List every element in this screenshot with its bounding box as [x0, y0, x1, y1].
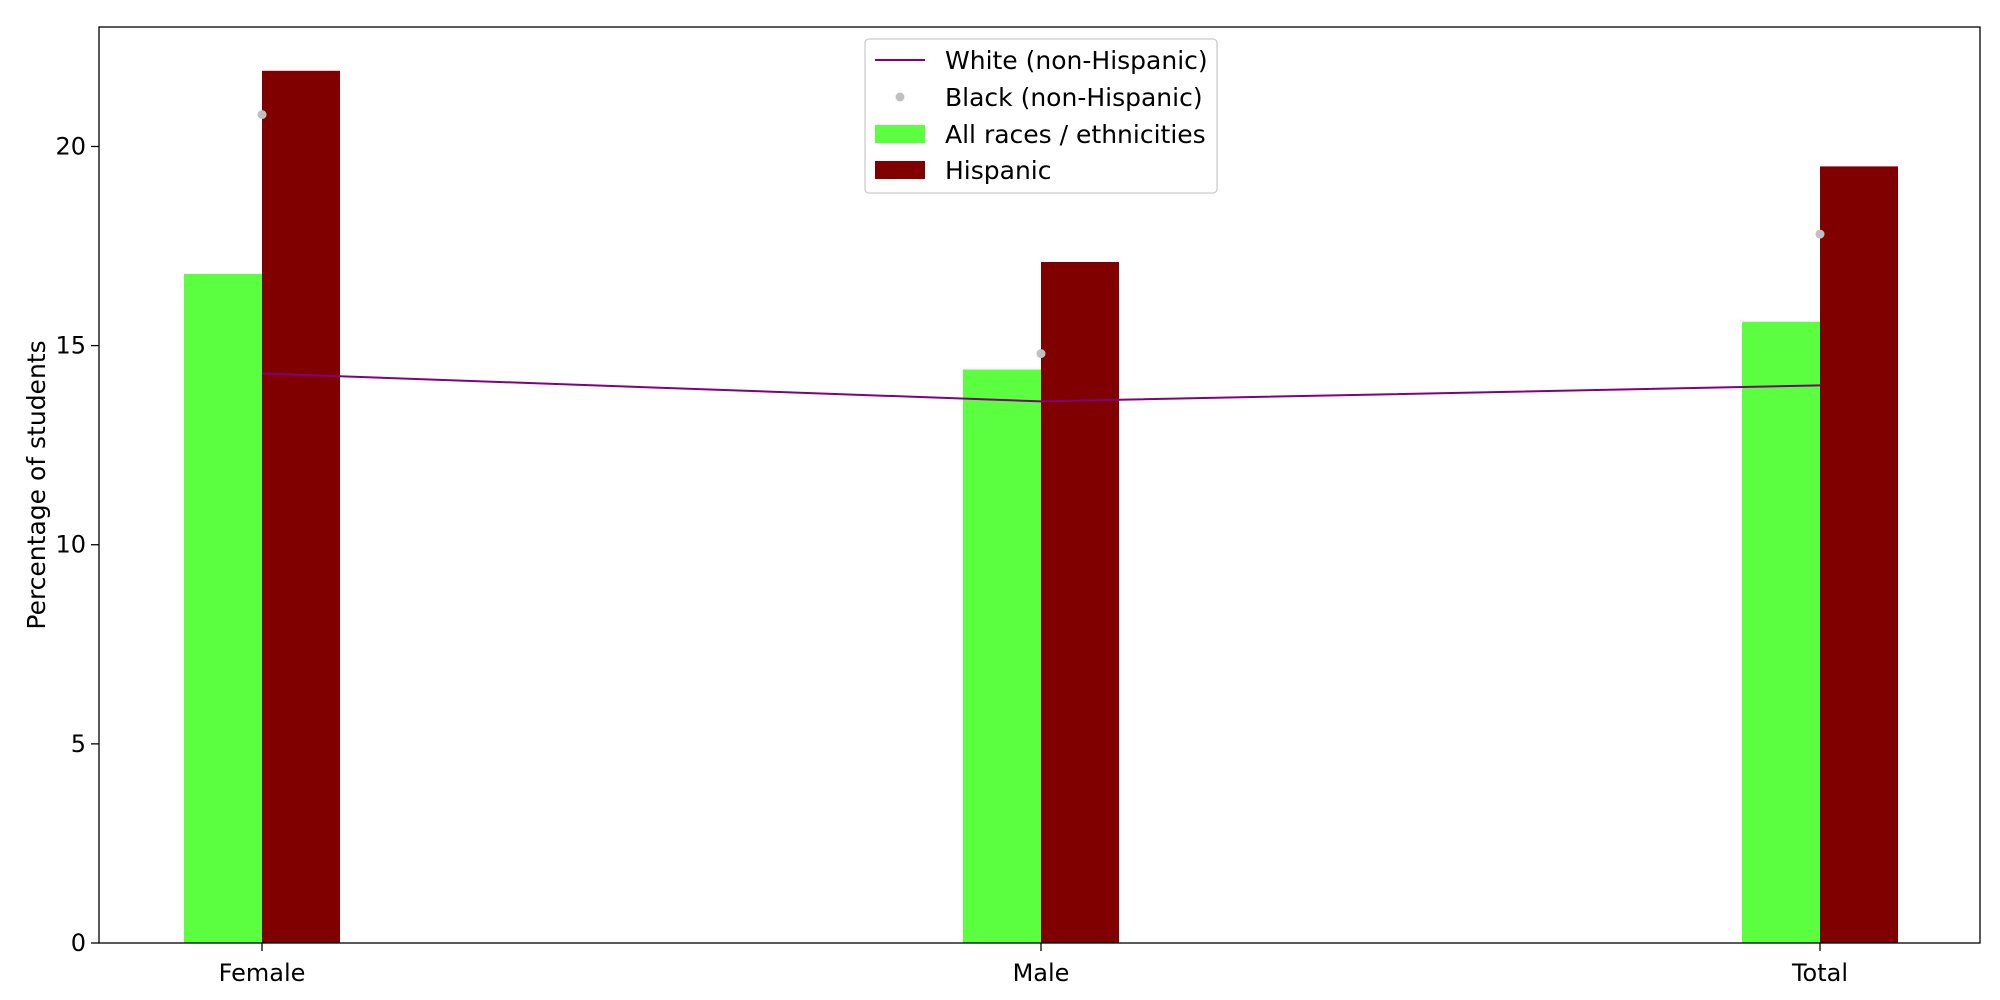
- point-black-non-hispanic-total: [1815, 229, 1825, 239]
- x-tick-label-total: Total: [1791, 959, 1848, 987]
- x-axis: Female Male Total: [219, 943, 1848, 987]
- legend-label-all-races-ethnicities: All races / ethnicities: [945, 120, 1206, 149]
- y-tick-label-15: 15: [55, 332, 86, 360]
- line-layer: [261, 372, 1821, 403]
- bar-hispanic-female: [262, 70, 340, 943]
- bars-layer: [184, 70, 1898, 944]
- y-tick-label-10: 10: [55, 531, 86, 559]
- y-axis-label: Percentage of students: [22, 340, 51, 629]
- bar-hispanic-total: [1820, 166, 1898, 944]
- point-black-non-hispanic-female: [257, 110, 267, 120]
- bar-all-races-ethnicities-male: [963, 369, 1041, 943]
- legend-label-white-non-hispanic: White (non-Hispanic): [945, 46, 1208, 75]
- legend-swatch-black-non-hispanic: [895, 92, 905, 102]
- bar-all-races-ethnicities-total: [1742, 321, 1820, 944]
- y-axis: 0 5 10 15 20: [55, 132, 99, 957]
- legend-swatch-all-races-ethnicities: [875, 125, 925, 143]
- legend-swatch-hispanic: [875, 161, 925, 179]
- plot-frame: [98, 26, 1981, 944]
- legend-label-black-non-hispanic: Black (non-Hispanic): [945, 83, 1203, 112]
- bar-all-races-ethnicities-female: [184, 273, 262, 943]
- legend-label-hispanic: Hispanic: [945, 156, 1052, 185]
- points-layer: [257, 110, 1825, 359]
- bar-hispanic-male: [1041, 261, 1119, 944]
- y-tick-label-5: 5: [71, 730, 86, 758]
- y-tick-label-20: 20: [55, 132, 86, 160]
- x-tick-label-female: Female: [219, 959, 306, 987]
- legend: White (non-Hispanic) Black (non-Hispanic)…: [864, 38, 1218, 194]
- x-tick-label-male: Male: [1013, 959, 1070, 987]
- series-line-white-non-hispanic: [261, 372, 1821, 403]
- y-tick-label-0: 0: [71, 929, 86, 957]
- legend-box: [864, 38, 1218, 194]
- point-black-non-hispanic-male: [1036, 349, 1046, 359]
